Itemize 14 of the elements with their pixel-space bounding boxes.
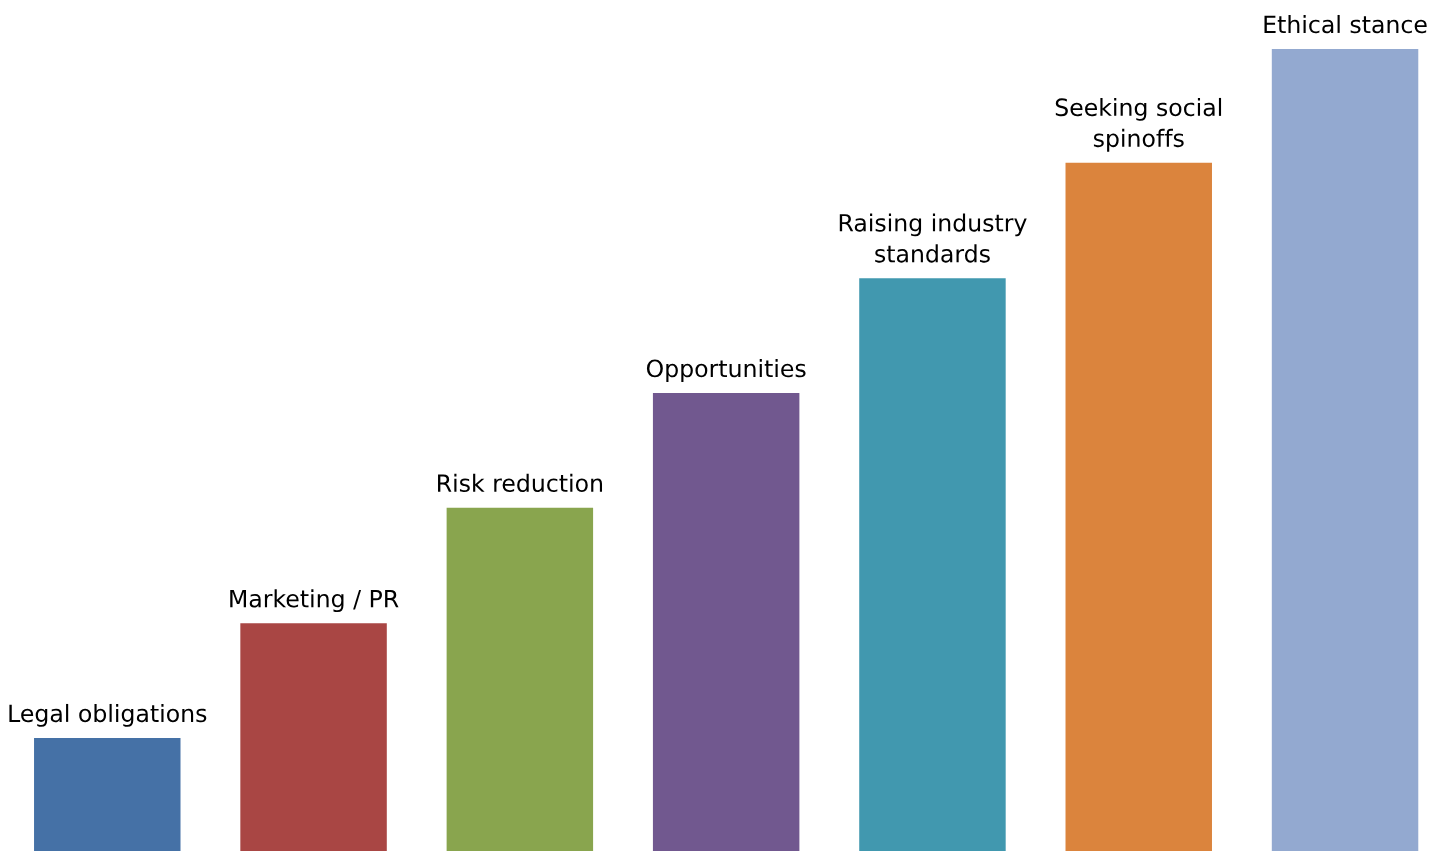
x-tick-label: Legal obligations xyxy=(9,703,207,727)
bar xyxy=(240,623,387,851)
bar xyxy=(652,393,800,851)
x-tick-label: Raising industry standards xyxy=(839,213,1027,263)
bar xyxy=(34,737,181,851)
x-tick-label: Ethical stance xyxy=(1264,14,1427,34)
x-tick-label: Seeking social spinoffs xyxy=(1055,97,1222,152)
x-tick-label: Marketing / PR xyxy=(230,589,399,613)
bar xyxy=(1065,162,1212,851)
bar xyxy=(859,278,1006,851)
x-tick-label: Opportunities xyxy=(646,359,806,382)
x-tick-label: Risk reduction xyxy=(438,473,603,493)
bar xyxy=(446,507,594,851)
bar xyxy=(1271,48,1419,851)
